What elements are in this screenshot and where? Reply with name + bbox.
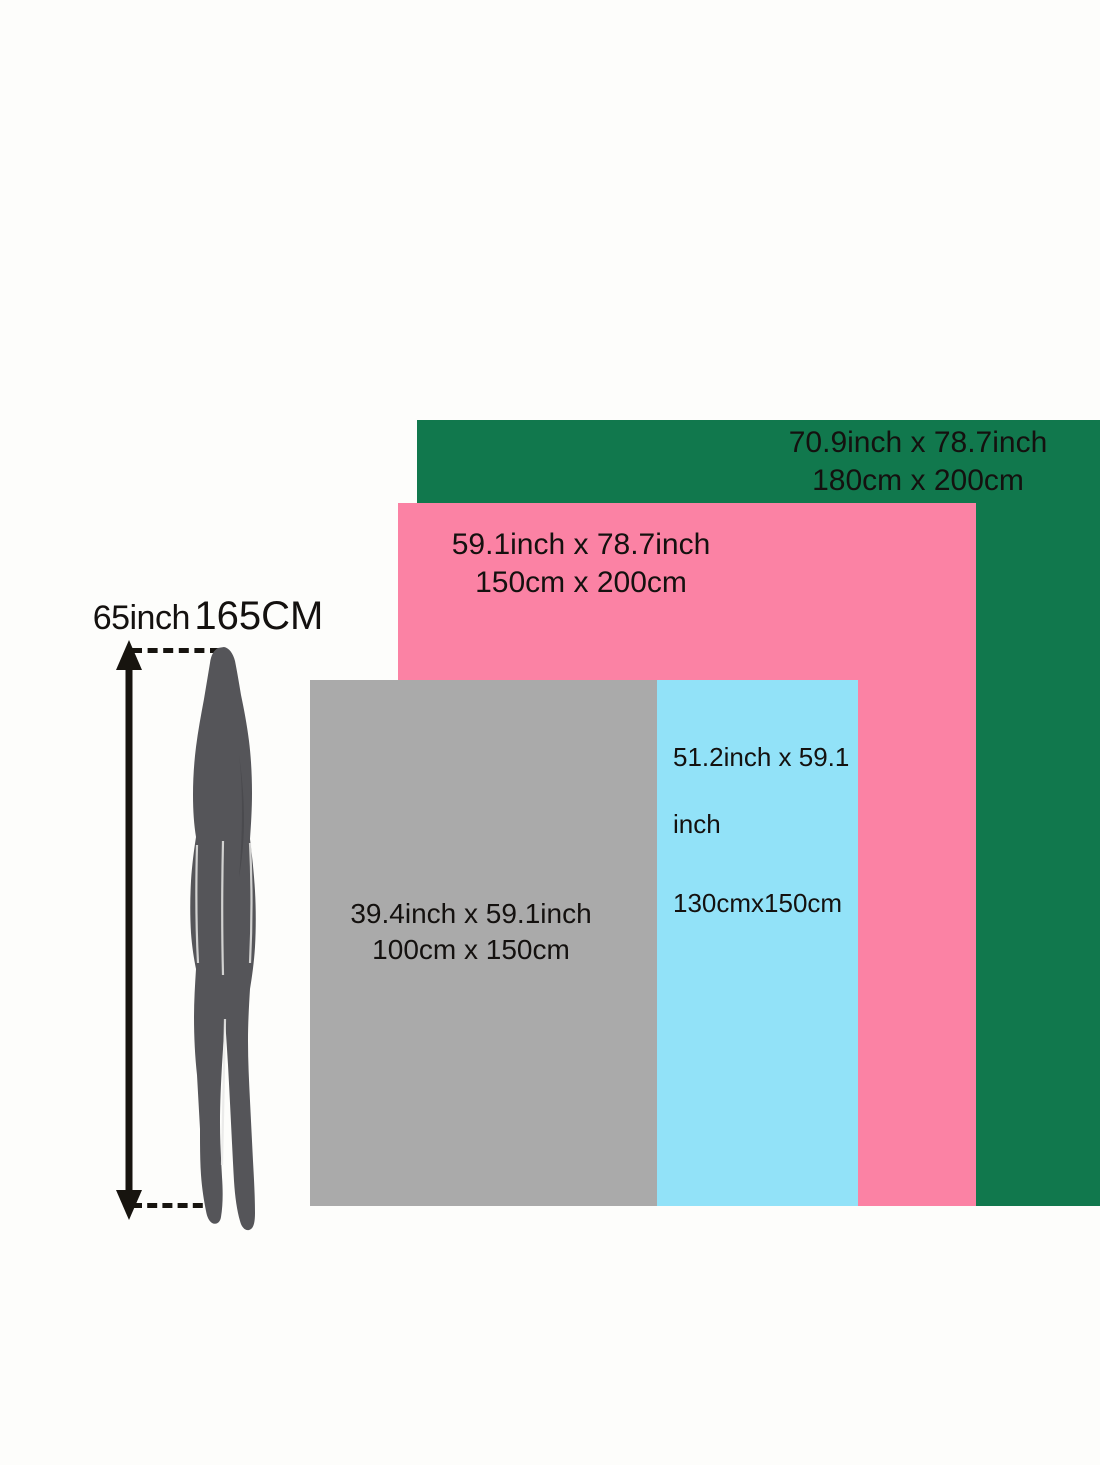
size-label-blue-line3: 130cmx150cm (673, 888, 843, 919)
height-inch-value: 65inch (92, 599, 191, 637)
size-label-gray: 39.4inch x 59.1inch 100cm x 150cm (350, 898, 592, 965)
height-reference-label: 65inch 165CM (78, 594, 338, 639)
size-label-green: 70.9inch x 78.7inch 180cm x 200cm (788, 426, 1048, 498)
size-swatch-blue (657, 680, 858, 1206)
size-label-blue: 51.2inch x 59.1 inch 130cmx150cm (673, 708, 865, 921)
size-swatch-gray (310, 680, 658, 1206)
height-dimension-arrow-icon (108, 640, 150, 1220)
guide-line-top (132, 648, 220, 653)
size-label-pink: 59.1inch x 78.7inch 150cm x 200cm (451, 528, 711, 600)
height-cm-value: 165CM (194, 594, 324, 638)
female-silhouette-icon (160, 645, 290, 1240)
size-label-blue-line1: 51.2inch x 59.1 (673, 742, 850, 773)
spacer (673, 841, 865, 854)
guide-line-bottom (132, 1203, 218, 1208)
size-label-blue-line2: inch (673, 808, 721, 839)
